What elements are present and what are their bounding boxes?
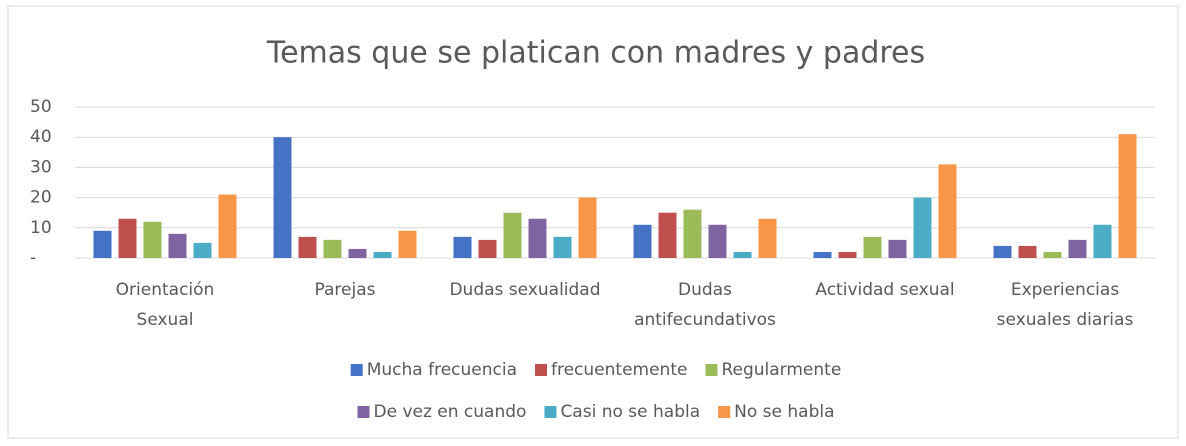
bar xyxy=(93,230,112,258)
y-tick-label: 10 xyxy=(30,218,52,238)
bar xyxy=(578,197,597,258)
legend-swatch xyxy=(535,364,547,376)
bar xyxy=(633,224,652,258)
bar xyxy=(733,251,752,258)
y-tick-label: 30 xyxy=(30,157,52,177)
bar xyxy=(1068,239,1087,258)
bar xyxy=(323,239,342,258)
bar xyxy=(553,236,572,258)
y-tick-label: 20 xyxy=(30,188,52,208)
legend-label: Regularmente xyxy=(721,360,841,380)
legend-label: De vez en cuando xyxy=(373,402,526,422)
bar xyxy=(863,236,882,258)
x-tick-label: Orientación Sexual xyxy=(116,280,215,330)
legend-label: frecuentemente xyxy=(551,360,687,380)
bar xyxy=(1043,251,1062,258)
bar xyxy=(813,251,832,258)
legend-label: Casi no se habla xyxy=(560,402,700,422)
x-tick-label: Dudas antifecundativos xyxy=(634,280,776,330)
bar xyxy=(1018,245,1037,258)
bar xyxy=(218,194,237,258)
x-tick-label: Actividad sexual xyxy=(815,280,954,300)
legend-swatch xyxy=(350,364,363,376)
y-tick-label: 50 xyxy=(30,97,52,117)
bar xyxy=(758,218,777,258)
bar xyxy=(168,233,187,258)
bar xyxy=(913,197,932,258)
bar xyxy=(373,251,392,258)
bar xyxy=(658,212,677,258)
bar xyxy=(503,212,522,258)
bar xyxy=(273,137,292,258)
bar xyxy=(348,248,367,258)
bar xyxy=(708,224,727,258)
chart-title: Temas que se platican con madres y padre… xyxy=(266,36,925,71)
bar xyxy=(838,251,857,258)
bar xyxy=(143,221,162,258)
legend-swatch xyxy=(544,406,557,418)
y-tick-label: - xyxy=(30,248,36,268)
legend-swatch xyxy=(357,406,370,418)
legend-label: Mucha frecuencia xyxy=(367,360,517,380)
bar xyxy=(1118,134,1137,258)
legend-swatch xyxy=(705,364,718,376)
bar xyxy=(193,242,212,258)
x-tick-label: Parejas xyxy=(315,280,376,300)
x-tick-label: Experiencias sexuales diarias xyxy=(997,280,1134,330)
x-tick-label: Dudas sexualidad xyxy=(449,280,600,300)
bar xyxy=(938,164,957,258)
bar xyxy=(118,218,137,258)
bar xyxy=(993,245,1012,258)
bar xyxy=(298,236,317,258)
bar xyxy=(453,236,472,258)
y-tick-label: 40 xyxy=(30,127,52,147)
bar xyxy=(1093,224,1112,258)
bar xyxy=(888,239,907,258)
legend-swatch xyxy=(718,406,731,418)
legend-label: No se habla xyxy=(734,402,834,422)
bar xyxy=(398,230,417,258)
bar xyxy=(683,209,702,258)
bar xyxy=(528,218,547,258)
bar xyxy=(478,239,497,258)
